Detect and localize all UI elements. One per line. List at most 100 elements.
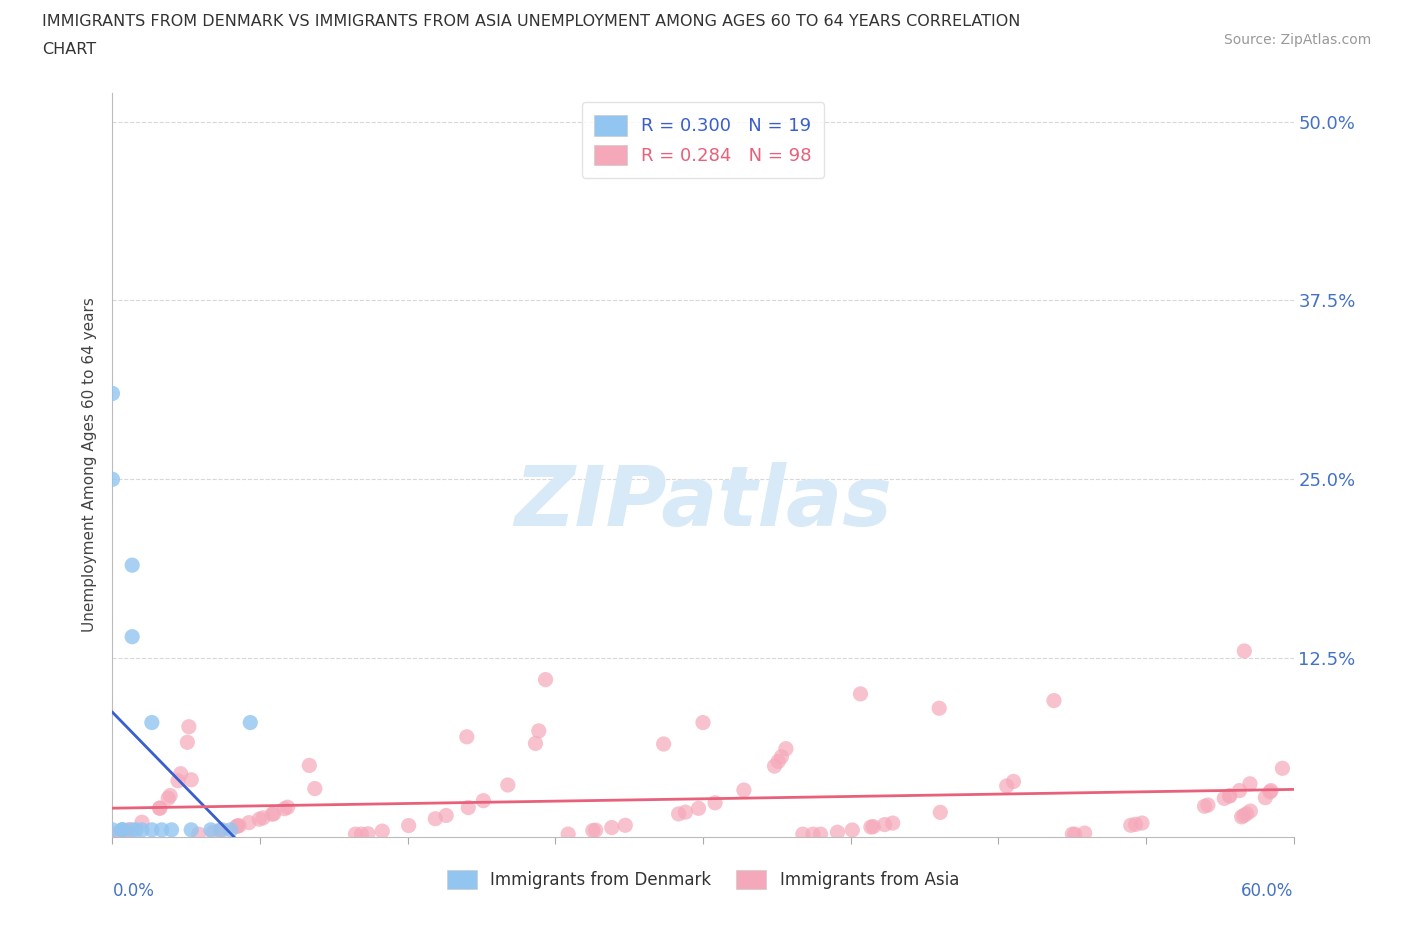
Point <box>1002 774 1025 789</box>
Point <box>873 817 896 832</box>
Point <box>882 816 904 830</box>
Point <box>111 822 134 837</box>
Point <box>157 790 180 805</box>
Point <box>1230 809 1253 824</box>
Point <box>1258 785 1281 800</box>
Point <box>180 772 202 787</box>
Point <box>1062 827 1084 842</box>
Point <box>1233 808 1256 823</box>
Point <box>810 827 832 842</box>
Point <box>859 819 882 834</box>
Point <box>131 815 153 830</box>
Point <box>159 788 181 803</box>
Point <box>149 801 172 816</box>
Text: CHART: CHART <box>42 42 96 57</box>
Point <box>226 818 249 833</box>
Point <box>238 816 260 830</box>
Point <box>277 800 299 815</box>
Point <box>125 822 148 837</box>
Point <box>219 822 242 837</box>
Point <box>929 805 952 820</box>
Point <box>792 827 814 842</box>
Point <box>131 822 153 837</box>
Point <box>496 777 519 792</box>
Point <box>862 819 884 834</box>
Point <box>456 729 478 744</box>
Text: IMMIGRANTS FROM DENMARK VS IMMIGRANTS FROM ASIA UNEMPLOYMENT AMONG AGES 60 TO 64: IMMIGRANTS FROM DENMARK VS IMMIGRANTS FR… <box>42 14 1021 29</box>
Point <box>177 719 200 734</box>
Point <box>733 782 755 797</box>
Point <box>1239 777 1261 791</box>
Text: ZIPatlas: ZIPatlas <box>515 461 891 543</box>
Point <box>114 824 136 839</box>
Text: 60.0%: 60.0% <box>1241 882 1294 899</box>
Point <box>180 822 202 837</box>
Point <box>1260 783 1282 798</box>
Point <box>111 822 134 837</box>
Point <box>209 822 232 837</box>
Point <box>121 822 143 837</box>
Point <box>770 750 793 764</box>
Point <box>304 781 326 796</box>
Point <box>101 822 124 837</box>
Point <box>766 754 789 769</box>
Point <box>160 822 183 837</box>
Point <box>1233 644 1256 658</box>
Point <box>398 818 420 833</box>
Point <box>1271 761 1294 776</box>
Text: Source: ZipAtlas.com: Source: ZipAtlas.com <box>1223 33 1371 46</box>
Point <box>101 472 124 486</box>
Point <box>1239 804 1261 818</box>
Point <box>472 793 495 808</box>
Point <box>149 801 172 816</box>
Point <box>801 827 824 842</box>
Point <box>763 759 786 774</box>
Point <box>527 724 550 738</box>
Point <box>273 802 295 817</box>
Point <box>585 823 607 838</box>
Point <box>600 820 623 835</box>
Point <box>115 823 138 838</box>
Point <box>1194 799 1216 814</box>
Legend: Immigrants from Denmark, Immigrants from Asia: Immigrants from Denmark, Immigrants from… <box>440 863 966 896</box>
Text: 0.0%: 0.0% <box>112 882 155 899</box>
Point <box>1043 693 1066 708</box>
Point <box>103 827 125 842</box>
Point <box>524 736 547 751</box>
Point <box>425 811 447 826</box>
Point <box>1125 817 1147 831</box>
Point <box>668 806 690 821</box>
Point <box>262 807 284 822</box>
Point <box>841 823 863 838</box>
Point <box>849 686 872 701</box>
Point <box>105 827 128 842</box>
Y-axis label: Unemployment Among Ages 60 to 64 years: Unemployment Among Ages 60 to 64 years <box>82 298 97 632</box>
Point <box>582 823 605 838</box>
Point <box>692 715 714 730</box>
Point <box>226 818 249 833</box>
Point <box>118 822 141 837</box>
Point <box>228 818 250 833</box>
Point <box>995 778 1018 793</box>
Point <box>170 766 193 781</box>
Point <box>928 701 950 716</box>
Point <box>675 804 697 819</box>
Point <box>827 825 849 840</box>
Point <box>211 822 233 837</box>
Point <box>239 715 262 730</box>
Point <box>121 630 143 644</box>
Point <box>209 823 232 838</box>
Point <box>1254 790 1277 805</box>
Point <box>350 827 373 842</box>
Point <box>357 827 380 842</box>
Point <box>200 822 222 837</box>
Point <box>1073 826 1095 841</box>
Point <box>557 827 579 842</box>
Point <box>1197 798 1219 813</box>
Point <box>101 386 124 401</box>
Point <box>434 808 457 823</box>
Point <box>614 817 637 832</box>
Point <box>1213 790 1236 805</box>
Point <box>252 810 274 825</box>
Point <box>1063 827 1085 842</box>
